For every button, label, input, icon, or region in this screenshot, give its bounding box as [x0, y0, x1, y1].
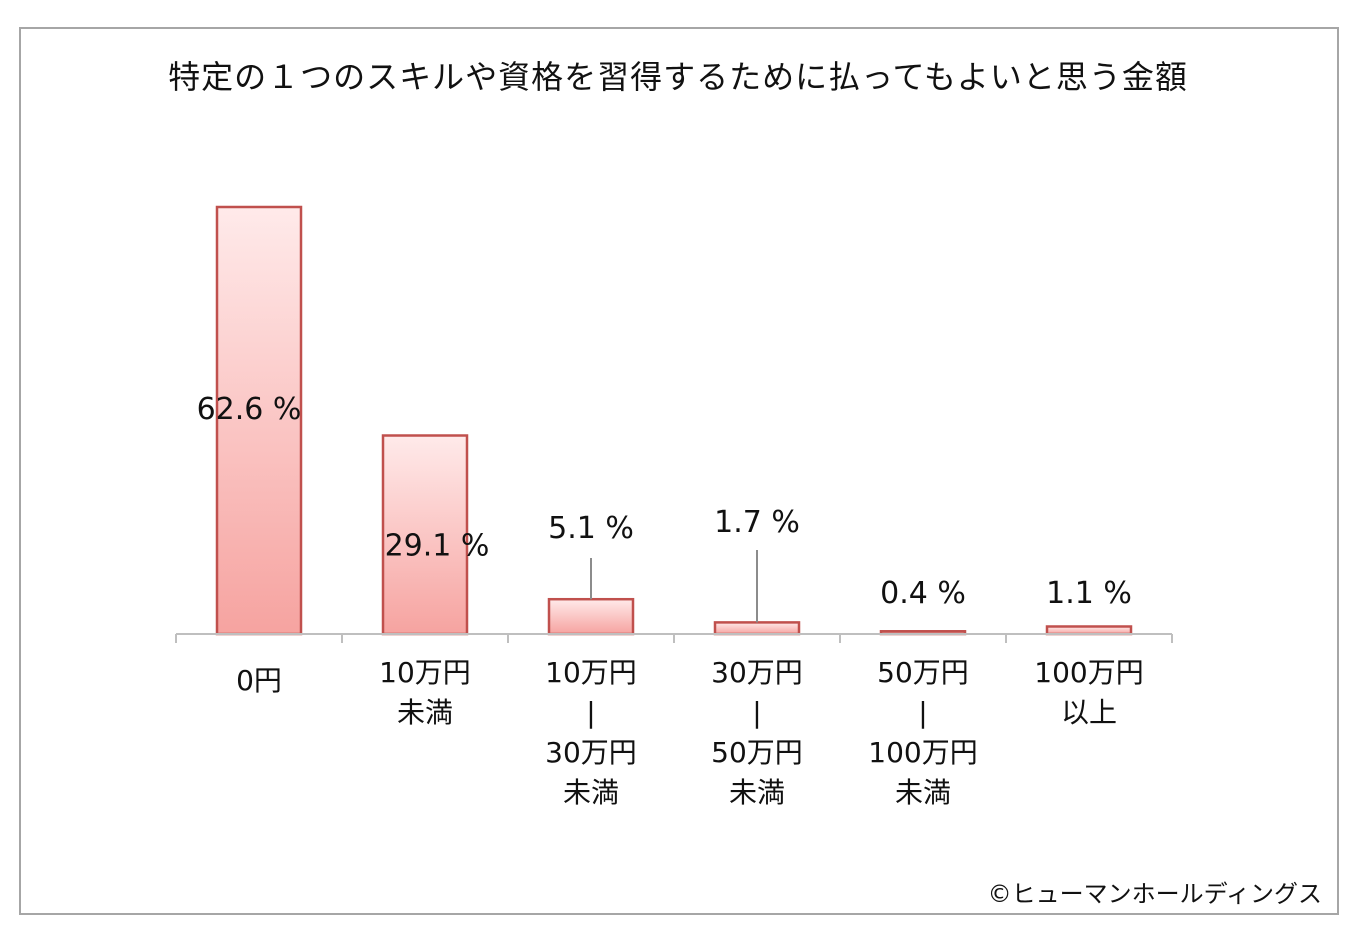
category-label-0-0: 0円 [236, 664, 282, 697]
category-label-4-3: 未満 [895, 776, 951, 809]
data-label-5: 1.1 % [1046, 576, 1132, 611]
data-label-4: 0.4 % [880, 576, 966, 611]
copyright-text: ©ヒューマンホールディングス [987, 880, 1322, 908]
data-label-2: 5.1 % [548, 511, 634, 546]
category-label-1-1: 未満 [397, 696, 453, 729]
category-label-3-1: | [752, 696, 761, 729]
category-label-2-0: 10万円 [545, 656, 637, 689]
category-label-3-2: 50万円 [711, 736, 803, 769]
bar-1 [381, 434, 469, 636]
category-label-2-3: 未満 [563, 776, 619, 809]
category-label-4-1: | [918, 696, 927, 729]
category-label-5-1: 以上 [1061, 696, 1117, 729]
chart-title: 特定の１つのスキルや資格を習得するために払ってもよいと思う金額 [168, 58, 1188, 96]
category-label-4-0: 50万円 [877, 656, 969, 689]
bar-0 [215, 205, 303, 636]
data-label-0: 62.6 % [197, 392, 302, 427]
category-label-3-0: 30万円 [711, 656, 803, 689]
bar-5 [1045, 625, 1133, 636]
category-label-2-2: 30万円 [545, 736, 637, 769]
bar-3 [713, 621, 801, 636]
category-label-4-2: 100万円 [868, 736, 977, 769]
bar-2 [547, 597, 635, 636]
data-label-1: 29.1 % [385, 529, 490, 564]
category-label-3-3: 未満 [729, 776, 785, 809]
category-label-1-0: 10万円 [379, 656, 471, 689]
data-label-3: 1.7 % [714, 505, 800, 540]
category-label-2-1: | [586, 696, 595, 729]
category-label-5-0: 100万円 [1034, 656, 1143, 689]
